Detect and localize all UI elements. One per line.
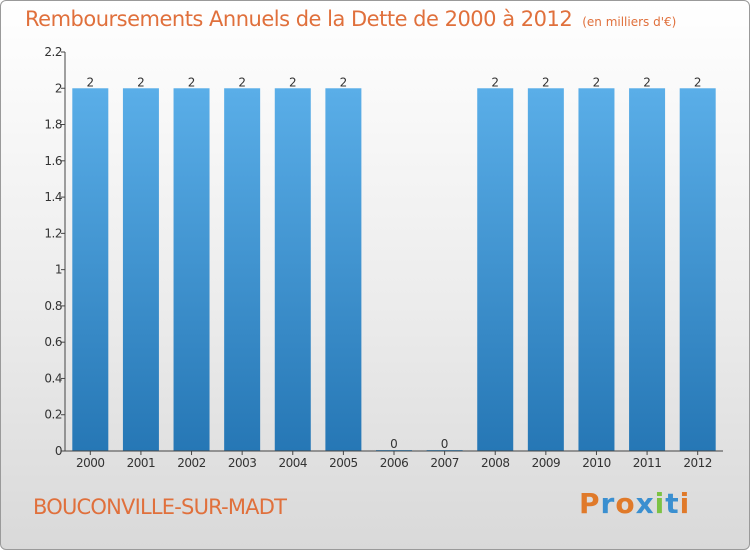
- data-label: 2: [289, 75, 297, 89]
- bar-2002: [173, 88, 210, 451]
- y-tick-label: 2.2: [44, 45, 62, 59]
- y-tick-label: 1.6: [44, 154, 62, 168]
- y-tick-label: 1.2: [44, 226, 62, 240]
- bar-2009: [527, 88, 564, 451]
- x-tick-label: 2009: [532, 456, 561, 470]
- data-label: 2: [593, 75, 601, 89]
- data-label: 0: [441, 437, 449, 451]
- bars: [72, 88, 716, 451]
- x-tick-label: 2000: [76, 456, 105, 470]
- data-label: 2: [188, 75, 196, 89]
- x-tick-label: 2003: [228, 456, 257, 470]
- bar-2008: [477, 88, 514, 451]
- logo-letter: P: [579, 487, 601, 520]
- logo-letter: o: [615, 487, 636, 520]
- x-tick-label: 2005: [329, 456, 358, 470]
- data-label: 2: [86, 75, 94, 89]
- logo-letter: t: [665, 487, 680, 520]
- data-label: 2: [238, 75, 246, 89]
- title-unit: (en milliers d'€): [582, 15, 677, 29]
- logo-letter: x: [635, 487, 655, 520]
- y-tick-label: 0.6: [44, 335, 62, 349]
- commune-name: BOUCONVILLE-SUR-MADT: [33, 495, 287, 519]
- x-tick-label: 2011: [633, 456, 662, 470]
- data-label: 2: [542, 75, 550, 89]
- y-tick-label: 1: [55, 263, 62, 277]
- x-tick-label: 2012: [683, 456, 712, 470]
- y-tick-label: 0.8: [44, 299, 62, 313]
- logo-letter: i: [679, 487, 691, 520]
- title-text: Remboursements Annuels de la Dette de 20…: [25, 7, 573, 31]
- y-tick-label: 0: [55, 444, 62, 458]
- bar-2004: [274, 88, 311, 451]
- y-tick-label: 2: [55, 81, 62, 95]
- bar-2001: [122, 88, 159, 451]
- bar-2003: [224, 88, 261, 451]
- y-tick-label: 1.4: [44, 190, 62, 204]
- x-tick-label: 2010: [582, 456, 611, 470]
- x-tick-label: 2008: [481, 456, 510, 470]
- x-tick-label: 2006: [380, 456, 409, 470]
- logo-letter: i: [654, 487, 666, 520]
- data-label: 2: [694, 75, 702, 89]
- y-tick-label: 0.4: [44, 371, 62, 385]
- bar-2005: [325, 88, 362, 451]
- bar-2011: [629, 88, 666, 451]
- data-label: 0: [390, 437, 398, 451]
- logo-letter: r: [600, 487, 616, 520]
- data-label: 2: [643, 75, 651, 89]
- data-label: 2: [340, 75, 348, 89]
- chart-title: Remboursements Annuels de la Dette de 20…: [25, 7, 676, 31]
- x-tick-label: 2002: [177, 456, 206, 470]
- axes: 0 0.2 0.4 0.6 0.8 1 1.2 1.4 1.6 1.8 2 2.2 2000 2 2001 2…: [44, 45, 723, 470]
- data-label: 2: [491, 75, 499, 89]
- bar-2012: [679, 88, 716, 451]
- x-tick-label: 2001: [127, 456, 156, 470]
- y-tick-label: 1.8: [44, 118, 62, 132]
- bar-2010: [578, 88, 615, 451]
- x-tick-label: 2004: [278, 456, 307, 470]
- x-tick-label: 2007: [430, 456, 459, 470]
- data-label: 2: [137, 75, 145, 89]
- y-tick-label: 0.2: [44, 408, 62, 422]
- proxiti-logo: Proxiti: [579, 487, 690, 520]
- bar-2000: [72, 88, 109, 451]
